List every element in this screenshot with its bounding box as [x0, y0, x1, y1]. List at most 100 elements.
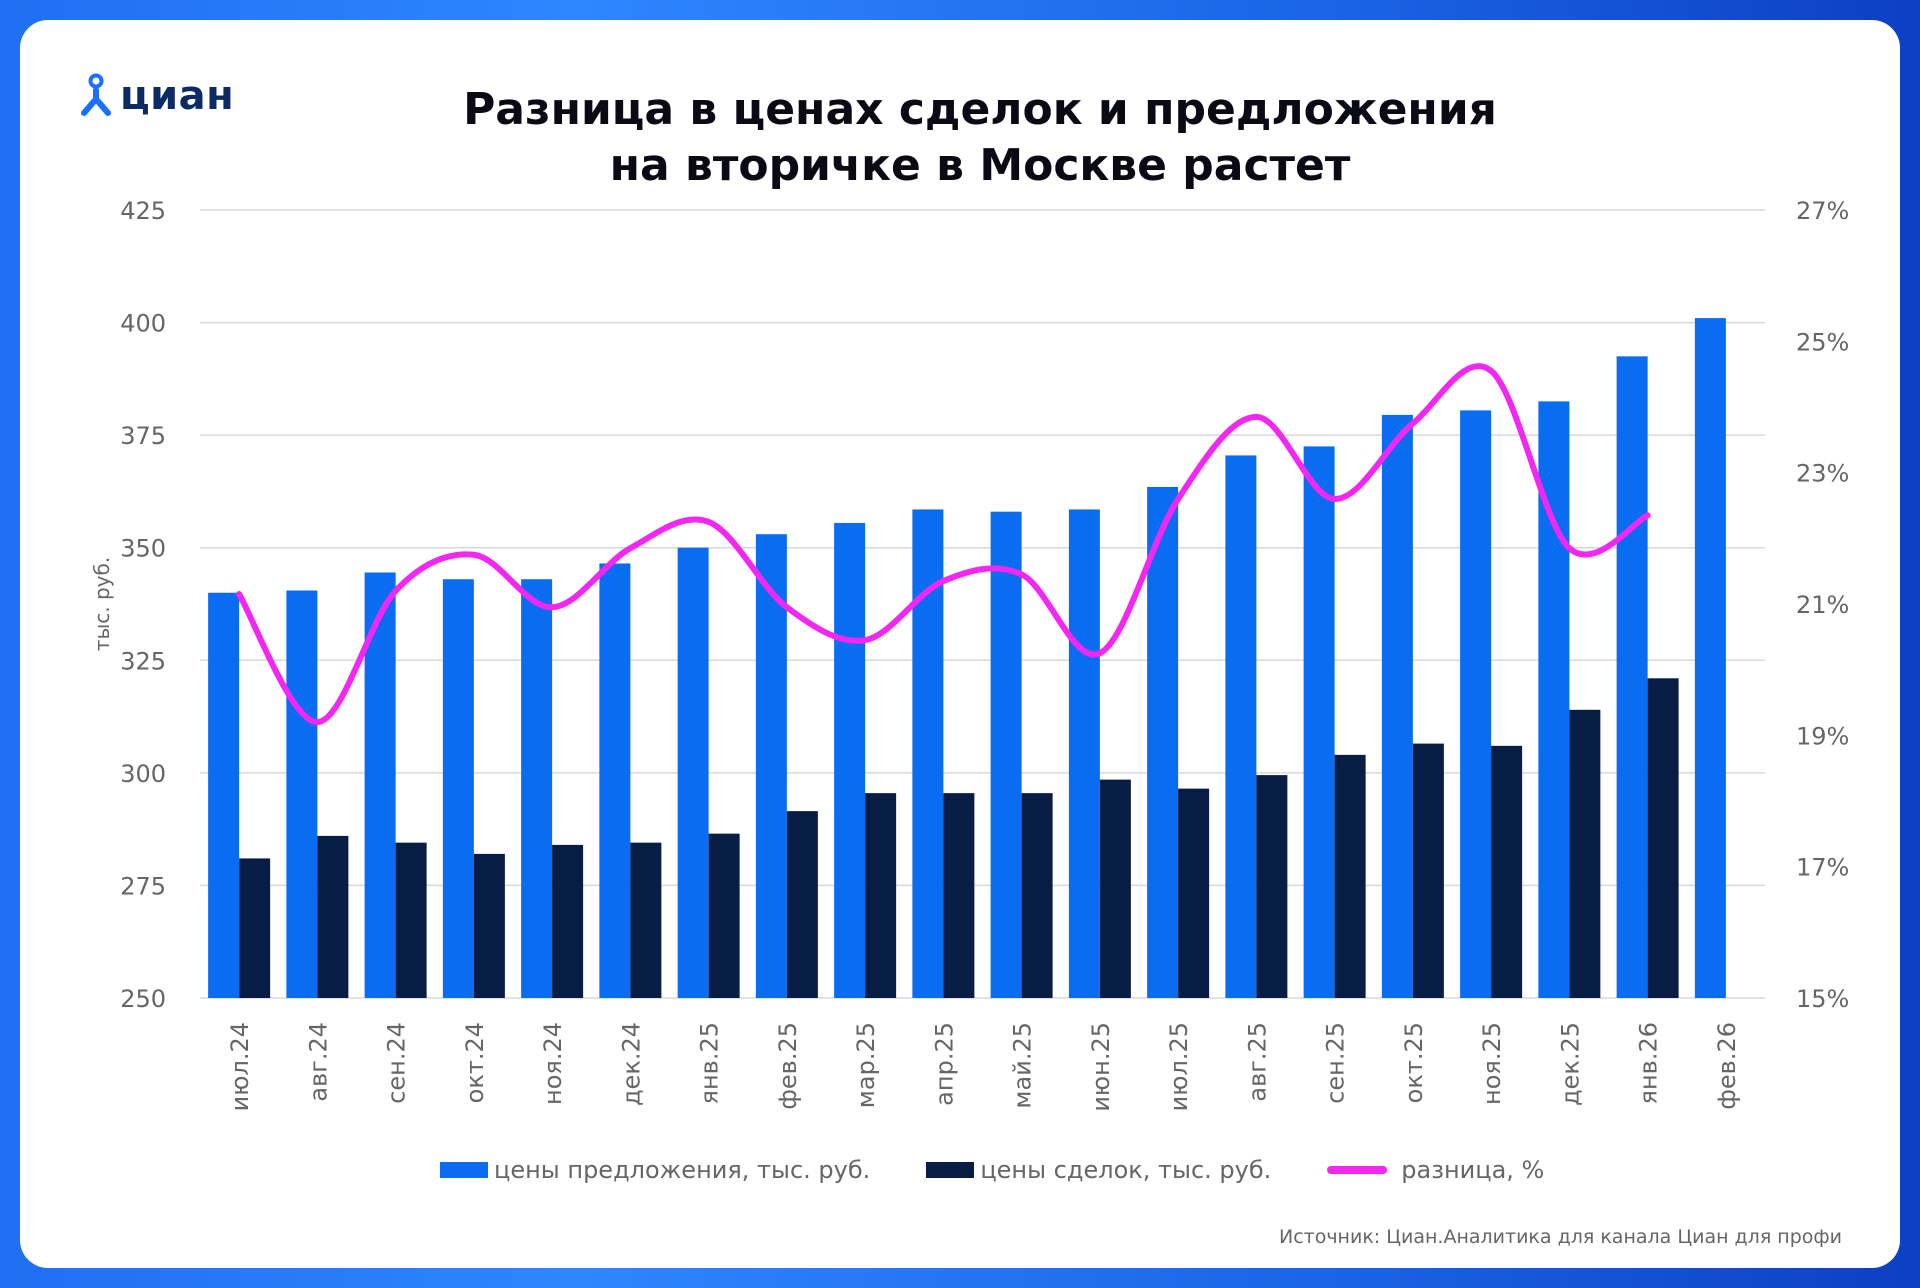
- bar-deal: [1099, 779, 1131, 998]
- bar-deal: [1569, 709, 1601, 998]
- bar-offer: [442, 579, 474, 998]
- legend-swatch-diff: [1327, 1166, 1388, 1174]
- bar-offer: [755, 534, 787, 998]
- point-diff: [392, 587, 399, 594]
- bar-offer: [286, 590, 318, 998]
- x-tick-label: июл.24: [226, 1022, 254, 1111]
- point-diff: [549, 604, 556, 611]
- x-tick-label: авг.25: [1243, 1022, 1271, 1102]
- x-tick-label: окт.25: [1400, 1022, 1428, 1103]
- x-tick-label: июн.25: [1087, 1022, 1115, 1112]
- bar-offer: [990, 511, 1022, 998]
- x-tick-label: дек.25: [1556, 1022, 1584, 1106]
- bar-offer: [1068, 509, 1100, 998]
- x-tick-label: сен.25: [1322, 1022, 1350, 1104]
- bar-deal: [552, 844, 584, 998]
- bar-offer: [677, 547, 709, 998]
- point-diff: [1644, 512, 1651, 519]
- bar-deal: [630, 842, 662, 998]
- bar-line-chart: 250 275 300 325 350 375 400 425 15% 17% 19% 21% 23% 2…: [90, 197, 1849, 1112]
- bar-deal: [786, 811, 818, 998]
- legend-label-offer: цены предложения, тыс. руб.: [494, 1156, 871, 1184]
- point-diff: [1488, 367, 1495, 374]
- y-tick-label: 375: [120, 422, 166, 450]
- legend-item-offer: цены предложения, тыс. руб.: [440, 1156, 870, 1184]
- bar-deal: [1334, 754, 1366, 998]
- point-diff: [862, 637, 869, 644]
- brand-logo[interactable]: циан: [78, 70, 234, 122]
- location-pin-person-icon: [81, 73, 111, 116]
- point-diff: [1253, 413, 1260, 420]
- point-diff: [783, 604, 790, 611]
- x-tick-label: апр.25: [930, 1022, 958, 1106]
- bar-deal: [708, 833, 740, 998]
- y-tick-label: 400: [120, 310, 166, 338]
- x-tick-label: фев.26: [1713, 1022, 1741, 1110]
- x-tick-label: май.25: [1009, 1022, 1037, 1109]
- x-tick-label: дек.24: [617, 1022, 645, 1106]
- bar-offer: [1225, 455, 1257, 998]
- point-diff: [627, 545, 634, 552]
- bar-deal: [1256, 775, 1288, 998]
- y-tick-label: 350: [120, 535, 166, 563]
- x-tick-label: ноя.24: [539, 1022, 567, 1105]
- bar-offer: [1694, 318, 1726, 998]
- point-diff: [470, 551, 477, 558]
- x-tick-label: ноя.25: [1478, 1022, 1506, 1105]
- legend-swatch-deal: [926, 1162, 975, 1178]
- source-note: Источник: Циан.Аналитика для канала Циан…: [1278, 1226, 1842, 1248]
- bar-deal: [865, 793, 897, 998]
- chart-card: циан Разница в ценах сделок и предложени…: [20, 20, 1900, 1268]
- chart-title-line-1: Разница в ценах сделок и предложения: [463, 84, 1497, 135]
- bar-offer: [1616, 356, 1648, 998]
- legend-item-diff: разница, %: [1327, 1156, 1544, 1184]
- line-diff: [236, 363, 1651, 726]
- x-tick-label: янв.26: [1635, 1022, 1663, 1104]
- bar-deal: [395, 842, 427, 998]
- chart-title-line-2: на вторичке в Москве растет: [609, 140, 1351, 191]
- point-diff: [1566, 545, 1573, 552]
- bar-offer: [1147, 486, 1179, 998]
- point-diff: [1409, 420, 1416, 427]
- bar-offer: [208, 592, 240, 998]
- y-right-tick-label: 23%: [1796, 460, 1849, 488]
- y-tick-label: 250: [120, 985, 166, 1013]
- x-tick-label: окт.24: [461, 1022, 489, 1103]
- legend-swatch-offer: [440, 1162, 488, 1178]
- chart-legend: цены предложения, тыс. руб. цены сделок,…: [440, 1152, 1600, 1188]
- bar-deal: [943, 793, 975, 998]
- y-tick-label: 275: [120, 872, 166, 900]
- legend-label-deal: цены сделок, тыс. руб.: [980, 1156, 1272, 1184]
- x-tick-label: сен.24: [383, 1022, 411, 1104]
- legend-label-diff: разница, %: [1401, 1156, 1545, 1184]
- bar-offer: [834, 522, 866, 998]
- bar-deal: [1491, 745, 1523, 998]
- point-diff: [1096, 650, 1103, 657]
- point-diff: [1018, 571, 1025, 578]
- y-tick-label: 325: [120, 647, 166, 675]
- bar-deal: [1021, 793, 1053, 998]
- point-diff: [940, 578, 947, 585]
- x-tick-label: фев.25: [774, 1022, 802, 1110]
- legend-item-deal: цены сделок, тыс. руб.: [926, 1156, 1271, 1184]
- brand-name: циан: [120, 73, 235, 119]
- y-right-tick-label: 25%: [1796, 328, 1849, 356]
- y-right-tick-label: 27%: [1796, 197, 1849, 225]
- x-tick-label: мар.25: [852, 1022, 880, 1108]
- chart-title: Разница в ценах сделок и предложения на …: [360, 82, 1600, 194]
- bar-deal: [1412, 743, 1444, 998]
- bar-offer: [1303, 446, 1335, 998]
- point-diff: [314, 719, 321, 726]
- bar-offer: [521, 579, 553, 998]
- bar-deal: [1178, 788, 1210, 998]
- y-right-tick-label: 15%: [1796, 985, 1849, 1013]
- bar-offer: [1460, 410, 1492, 998]
- point-diff: [705, 518, 712, 525]
- y-right-tick-label: 19%: [1796, 722, 1849, 750]
- y-tick-label: 425: [120, 197, 166, 225]
- point-diff: [236, 591, 243, 598]
- x-tick-label: янв.25: [696, 1022, 724, 1104]
- bar-offer: [1381, 414, 1413, 998]
- y-axis-title: тыс. руб.: [90, 557, 114, 651]
- y-tick-label: 300: [120, 760, 166, 788]
